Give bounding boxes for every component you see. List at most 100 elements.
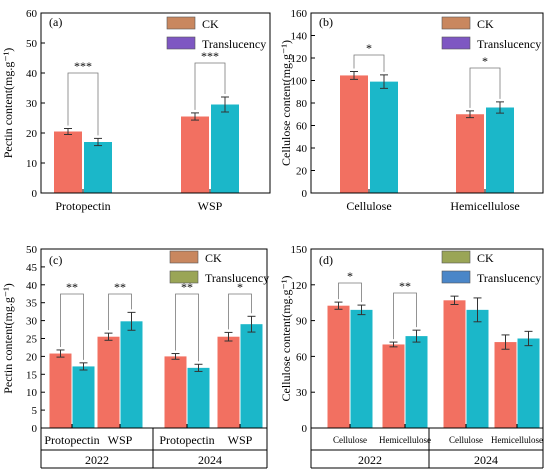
bar-ck: [456, 114, 484, 193]
y-axis-label: Pectin content(mg.g⁻¹): [1, 283, 15, 394]
y-tick-label: 0: [302, 188, 308, 200]
y-tick-label: 60: [296, 351, 308, 363]
legend-swatch: [166, 36, 196, 50]
significance-label: *: [347, 269, 353, 283]
legend-swatch: [441, 36, 471, 50]
legend-swatch: [441, 270, 471, 284]
y-tick-label: 50: [26, 38, 38, 50]
bar-ck: [97, 336, 120, 428]
y-tick-label: 30: [26, 98, 38, 110]
bar-translucency: [517, 338, 540, 428]
legend-swatch: [441, 250, 471, 264]
significance-label: *: [482, 54, 488, 68]
significance-bracket: [175, 293, 199, 362]
y-tick-label: 10: [26, 158, 38, 170]
category-label: Hemicellulose: [450, 199, 519, 213]
chart-panel-3: ** Protopectin ** WSP ** Protopectin * WSP 0 5 10 1…: [1, 244, 269, 469]
y-tick-label: 25: [26, 334, 38, 346]
y-axis-label: Cellulose content(mg.g⁻¹): [279, 276, 293, 402]
category-label: Protopectin: [55, 199, 110, 213]
bar-ck: [54, 131, 82, 193]
group-label: 2024: [198, 453, 222, 467]
category-label: Protopectin: [159, 433, 214, 447]
significance-bracket: [338, 282, 362, 303]
y-tick-label: 120: [291, 280, 308, 292]
group-label: 2024: [474, 453, 498, 467]
y-tick-label: 120: [291, 53, 308, 65]
panel-label: (a): [49, 15, 62, 29]
y-tick-label: 150: [291, 244, 308, 256]
y-tick-label: 0: [32, 423, 38, 435]
legend-swatch: [166, 16, 196, 30]
group-label: 2022: [85, 453, 109, 467]
significance-label: **: [399, 279, 411, 293]
legend-label: CK: [202, 17, 219, 31]
bar-translucency: [405, 336, 428, 428]
category-label: Hemicellulose: [491, 435, 543, 445]
bar-translucency: [466, 309, 489, 428]
bar-translucency: [240, 324, 263, 428]
legend-label: Translucency: [202, 37, 266, 51]
category-label: Protopectin: [44, 433, 99, 447]
bar-ck: [164, 356, 187, 428]
significance-bracket: [108, 293, 132, 331]
bar-translucency: [350, 309, 373, 428]
y-tick-label: 45: [26, 262, 38, 274]
legend-swatch: [169, 250, 199, 264]
significance-bracket: [393, 292, 417, 340]
legend-label: Translucency: [477, 271, 541, 285]
chart-panel-1: *** Protopectin *** WSP 0 10 20 30 40 50 60 Pectin …: [1, 8, 271, 213]
legend-swatch: [441, 16, 471, 30]
significance-bracket: [194, 62, 226, 110]
y-tick-label: 50: [26, 244, 38, 256]
y-tick-label: 10: [26, 387, 38, 399]
legend-label: Translucency: [205, 271, 269, 285]
legend-label: Translucency: [477, 37, 541, 51]
bar-translucency: [370, 81, 398, 193]
legend-swatch: [169, 270, 199, 284]
y-tick-label: 15: [26, 369, 38, 381]
y-tick-label: 0: [32, 188, 38, 200]
y-tick-label: 140: [291, 31, 308, 43]
panel-label: (d): [319, 253, 333, 267]
bar-ck: [340, 75, 368, 193]
y-axis-label: Cellulose content(mg.g⁻¹): [279, 40, 293, 166]
bar-translucency: [72, 366, 95, 428]
significance-bracket: [469, 67, 501, 108]
bar-ck: [443, 300, 466, 428]
legend-label: CK: [477, 251, 494, 265]
panel-label: (c): [49, 253, 62, 267]
y-tick-label: 90: [296, 316, 308, 328]
y-tick-label: 30: [26, 316, 38, 328]
category-label: WSP: [198, 199, 223, 213]
category-label: Cellulose: [449, 435, 483, 445]
significance-label: **: [114, 280, 126, 294]
y-tick-label: 60: [26, 8, 38, 20]
y-tick-label: 30: [296, 387, 308, 399]
y-tick-label: 35: [26, 298, 38, 310]
y-tick-label: 100: [291, 76, 308, 88]
bar-ck: [382, 344, 405, 428]
group-label: 2022: [358, 453, 382, 467]
significance-bracket: [67, 72, 99, 136]
category-label: Cellulose: [333, 435, 367, 445]
category-label: Cellulose: [346, 199, 391, 213]
significance-label: *: [366, 41, 372, 55]
y-tick-label: 5: [32, 405, 38, 417]
y-tick-label: 60: [296, 121, 308, 133]
bar-ck: [181, 116, 209, 193]
significance-bracket: [353, 54, 385, 72]
y-tick-label: 20: [26, 351, 38, 363]
y-tick-label: 40: [296, 143, 308, 155]
category-label: Hemicellulose: [379, 435, 431, 445]
significance-label: *: [237, 280, 243, 294]
significance-label: **: [66, 280, 78, 294]
bar-translucency: [187, 367, 210, 428]
significance-bracket: [228, 293, 252, 330]
bar-translucency: [211, 104, 239, 193]
chart-panel-2: * Cellulose * Hemicellulose 0 20 40 60 80 100 120 1…: [279, 8, 544, 213]
category-label: WSP: [228, 433, 253, 447]
y-axis-label: Pectin content(mg.g⁻¹): [1, 48, 15, 159]
bar-translucency: [486, 107, 514, 193]
